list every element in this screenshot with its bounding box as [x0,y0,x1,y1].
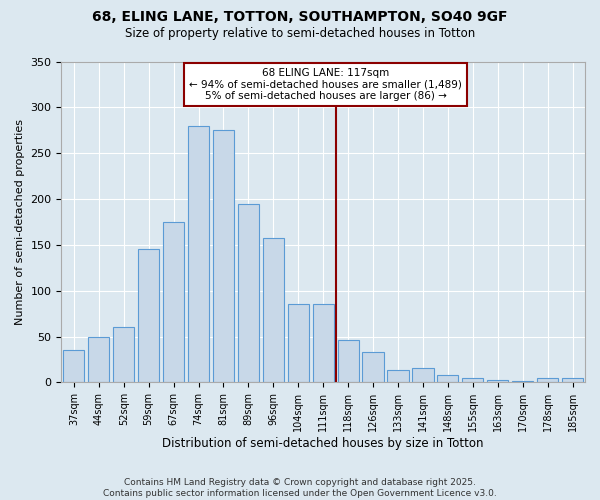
Bar [412,368,434,382]
Bar [113,328,134,382]
Bar [388,370,409,382]
Bar [188,126,209,382]
Bar [487,380,508,382]
Bar [562,378,583,382]
Bar [263,238,284,382]
Bar [462,378,484,382]
X-axis label: Distribution of semi-detached houses by size in Totton: Distribution of semi-detached houses by … [163,437,484,450]
Bar [437,375,458,382]
Text: 68, ELING LANE, TOTTON, SOUTHAMPTON, SO40 9GF: 68, ELING LANE, TOTTON, SOUTHAMPTON, SO4… [92,10,508,24]
Y-axis label: Number of semi-detached properties: Number of semi-detached properties [15,119,25,325]
Bar [63,350,85,382]
Bar [287,304,309,382]
Bar [362,352,383,382]
Text: Size of property relative to semi-detached houses in Totton: Size of property relative to semi-detach… [125,28,475,40]
Bar [238,204,259,382]
Bar [213,130,234,382]
Bar [338,340,359,382]
Text: Contains HM Land Registry data © Crown copyright and database right 2025.
Contai: Contains HM Land Registry data © Crown c… [103,478,497,498]
Bar [138,250,159,382]
Text: 68 ELING LANE: 117sqm
← 94% of semi-detached houses are smaller (1,489)
5% of se: 68 ELING LANE: 117sqm ← 94% of semi-deta… [190,68,462,101]
Bar [88,336,109,382]
Bar [313,304,334,382]
Bar [163,222,184,382]
Bar [537,378,558,382]
